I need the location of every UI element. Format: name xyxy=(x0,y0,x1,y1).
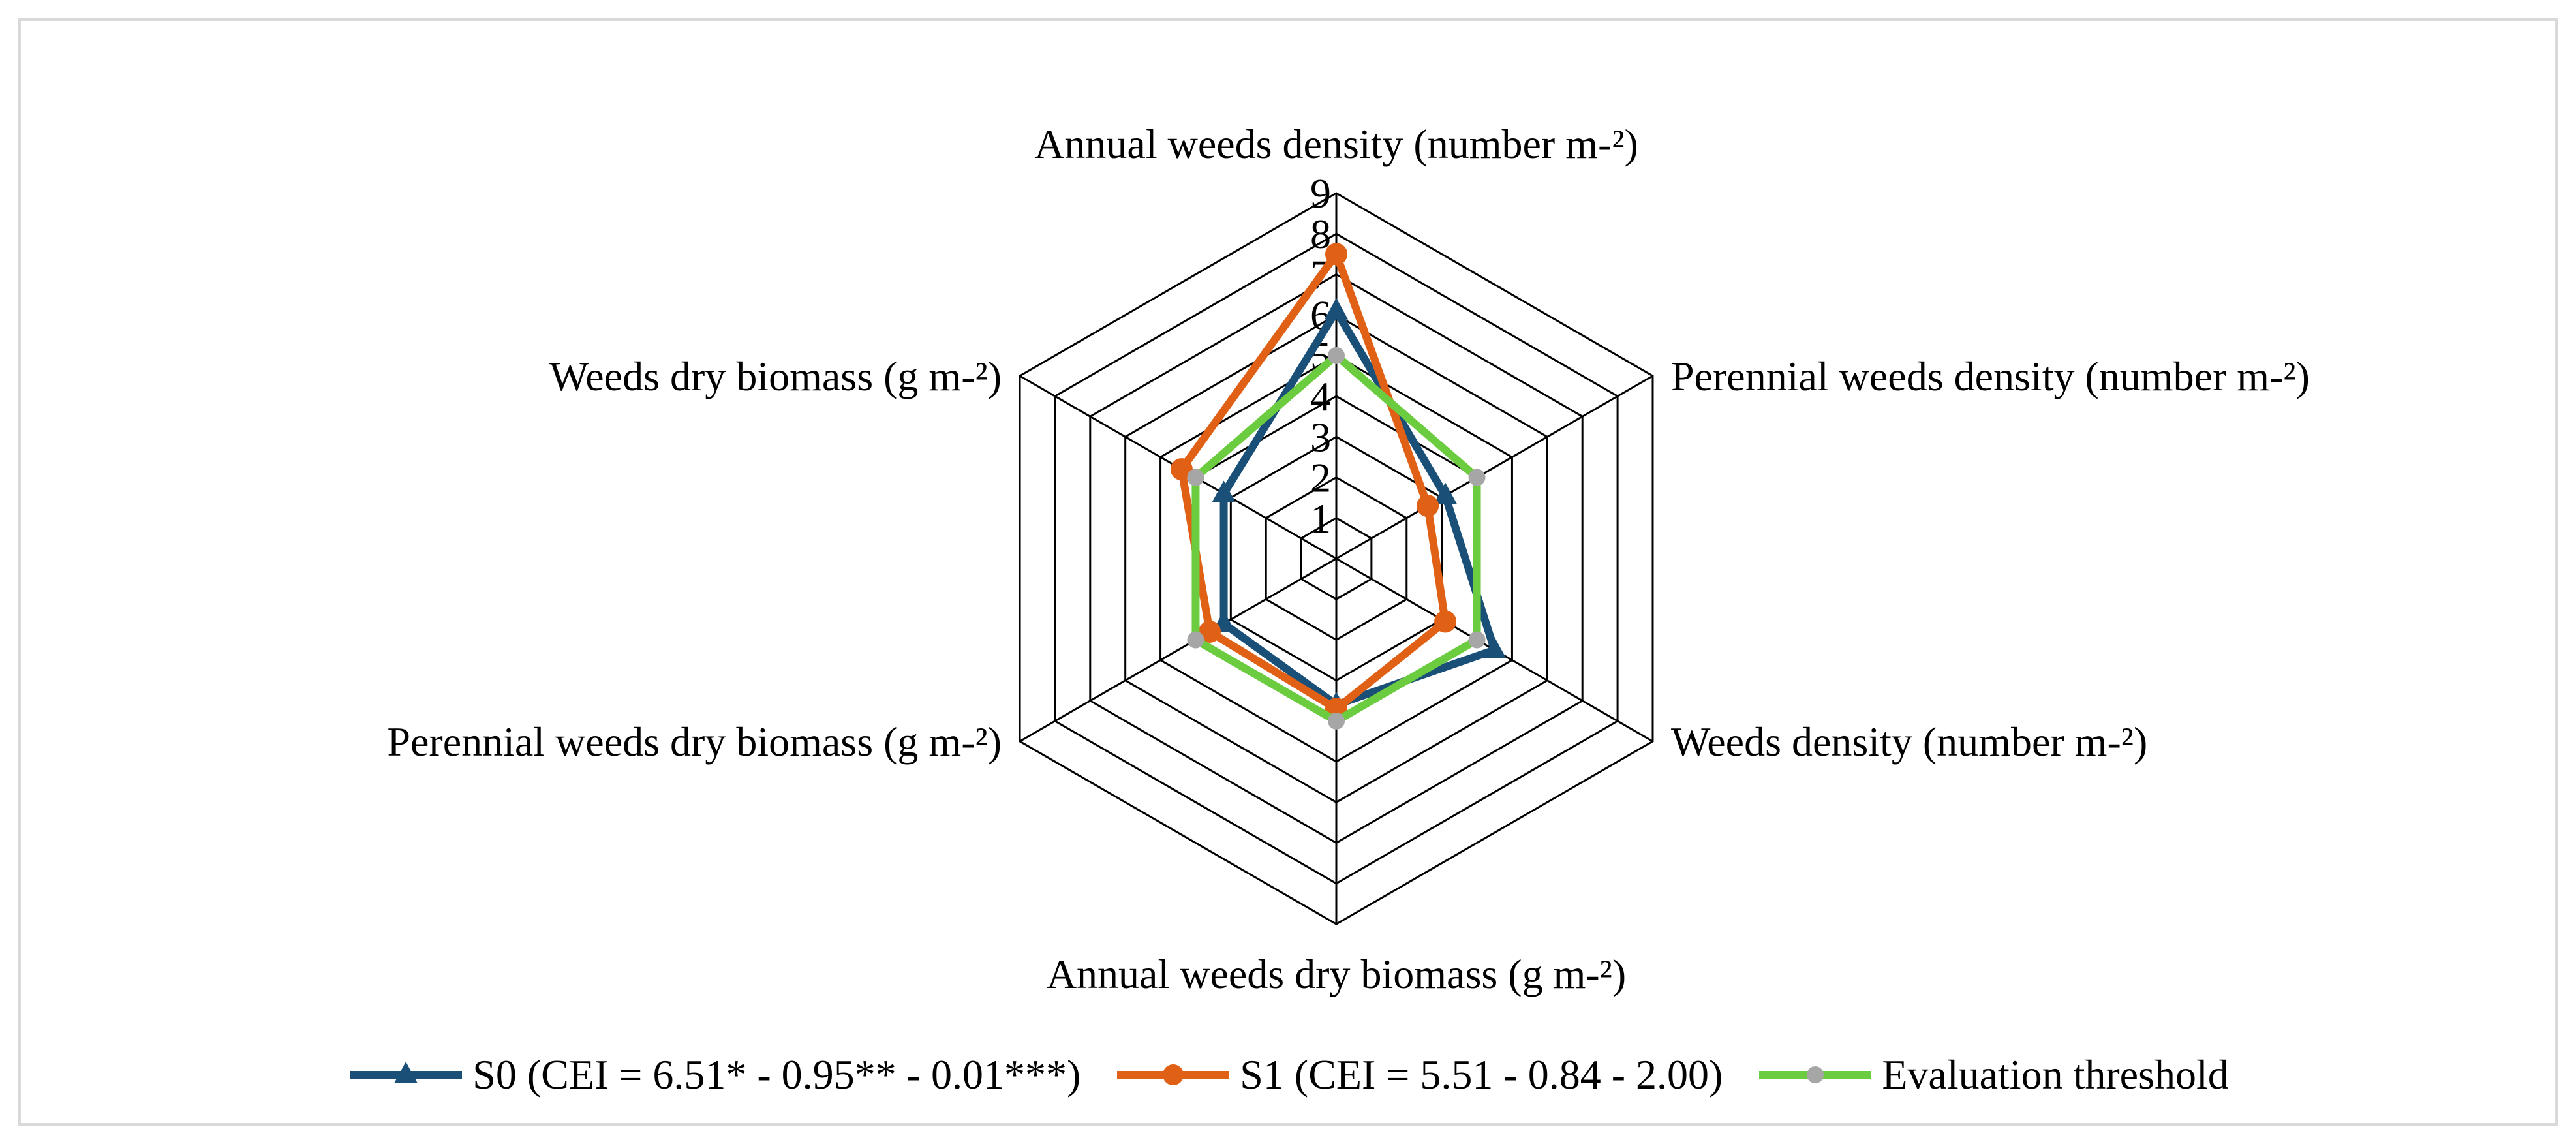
series-3-point-1 xyxy=(1328,347,1345,364)
legend-swatch-2 xyxy=(1117,1064,1230,1085)
series-1-point-1 xyxy=(1325,298,1348,320)
tick-label-1: 1 xyxy=(1310,495,1331,542)
legend-swatch-1 xyxy=(350,1062,463,1083)
legend-label-2: S1 (CEI = 5.51 - 0.84 - 2.00) xyxy=(1240,1051,1723,1098)
legend-item-2: S1 (CEI = 5.51 - 0.84 - 2.00) xyxy=(1114,1051,1723,1099)
series-3-point-4 xyxy=(1328,712,1345,730)
tick-label-3: 3 xyxy=(1310,414,1331,460)
legend-label-1: S0 (CEI = 6.51* - 0.95** - 0.01***) xyxy=(472,1051,1081,1098)
series-line-1 xyxy=(1219,307,1499,709)
series-2-point-1 xyxy=(1325,243,1347,266)
chart-frame xyxy=(18,18,2558,1126)
legend-item-3: Evaluation threshold xyxy=(1756,1051,2229,1099)
tick-label-2: 2 xyxy=(1310,455,1331,501)
category-label-3: Weeds density (number m-²) xyxy=(1671,719,2147,765)
tick-label-4: 4 xyxy=(1310,373,1331,420)
radar-series xyxy=(1170,243,1507,730)
grid-spoke-5 xyxy=(1019,557,1337,743)
grid-spoke-2 xyxy=(1336,375,1653,560)
tick-label-9: 9 xyxy=(1310,170,1331,217)
category-label-6: Weeds dry biomass (g m-²) xyxy=(549,353,1002,399)
category-labels: Annual weeds density (number m-²) Perenni… xyxy=(387,121,2309,997)
legend-swatch-3 xyxy=(1759,1066,1872,1083)
series-1-point-3 xyxy=(1482,637,1507,658)
series-1-point-2 xyxy=(1434,482,1458,504)
series-3 xyxy=(1187,347,1486,730)
series-1-point-6 xyxy=(1212,480,1236,502)
radar-grid xyxy=(1019,192,1654,925)
series-3-point-5 xyxy=(1187,631,1204,649)
series-2-point-3 xyxy=(1434,610,1457,633)
series-3-point-3 xyxy=(1468,631,1486,649)
series-3-point-6 xyxy=(1187,469,1204,486)
category-label-2: Perennial weeds density (number m-²) xyxy=(1671,353,2310,399)
category-label-5: Perennial weeds dry biomass (g m-²) xyxy=(387,719,1002,765)
legend: S0 (CEI = 6.51* - 0.95** - 0.01***) S1 (C… xyxy=(0,1039,2576,1111)
category-label-1: Annual weeds density (number m-²) xyxy=(1034,121,1638,167)
legend-item-1: S0 (CEI = 6.51* - 0.95** - 0.01***) xyxy=(347,1051,1081,1099)
legend-label-3: Evaluation threshold xyxy=(1882,1051,2229,1098)
series-2-point-2 xyxy=(1417,495,1439,518)
series-3-point-2 xyxy=(1468,469,1486,486)
series-2-point-6 xyxy=(1170,458,1193,481)
category-label-4: Annual weeds dry biomass (g m-²) xyxy=(1047,951,1626,997)
